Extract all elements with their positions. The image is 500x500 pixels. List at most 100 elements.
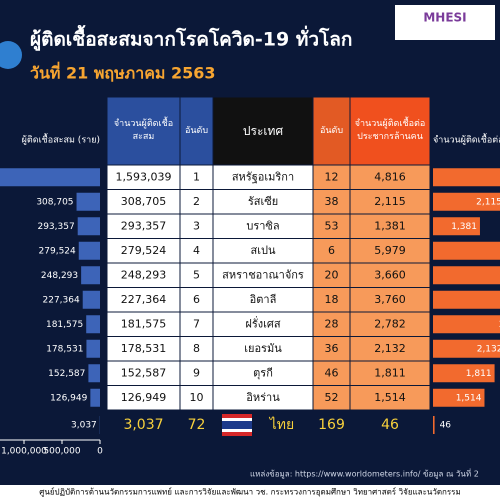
- cell: [312, 409, 351, 441]
- per-million-bar: [433, 192, 500, 211]
- per-million-cell: 46: [381, 417, 399, 433]
- cell: [312, 164, 351, 190]
- cell: [349, 311, 431, 337]
- per-million-rank-cell: 53: [325, 219, 339, 232]
- cell: [179, 336, 214, 362]
- per-million-bar-label: 1,514: [456, 393, 482, 403]
- cell: [312, 262, 351, 288]
- cases-cell: 126,949: [121, 391, 167, 404]
- header-text: อันดับ: [184, 125, 209, 136]
- cell: [212, 213, 314, 239]
- cell: [349, 164, 431, 190]
- cases-bar-label: 181,575: [46, 320, 83, 330]
- cases-bar: [86, 339, 100, 358]
- cases-bar: [76, 192, 100, 211]
- header-cell: [312, 96, 351, 166]
- per-million-rank-cell: 38: [325, 195, 339, 208]
- cell: [212, 311, 314, 337]
- cases-bar-label: 227,364: [43, 295, 80, 305]
- cases-cell: 279,524: [121, 244, 167, 257]
- per-million-rank-cell: 46: [325, 366, 339, 379]
- cases-bar-label: 248,293: [41, 271, 78, 281]
- cell: [312, 213, 351, 239]
- per-million-bar: [433, 388, 485, 407]
- per-million-rank-cell: 6: [328, 244, 335, 257]
- country-cell: ไทย: [269, 416, 294, 433]
- per-million-bar-label: 2,115: [476, 197, 500, 207]
- cell: [179, 189, 214, 215]
- rank-cell: 8: [193, 342, 200, 355]
- rank-cell: 7: [193, 317, 200, 330]
- cases-cell: 3,037: [123, 417, 163, 433]
- source: แหล่งข้อมูล: https://www.worldometers.in…: [250, 468, 479, 480]
- cell: [106, 360, 181, 386]
- cell: [179, 213, 214, 239]
- header-cell: [106, 96, 181, 166]
- country-cell: อิตาลี: [249, 293, 276, 306]
- per-million-cell: 2,115: [374, 195, 406, 208]
- flag-blue: [222, 421, 252, 429]
- per-million-bar: [433, 364, 495, 383]
- cell: [349, 213, 431, 239]
- cases-bar: [81, 266, 100, 285]
- cell: [106, 189, 181, 215]
- cases-bar-label: 152,587: [48, 369, 85, 379]
- header-wrap: จำนวนผู้ติดเชื้อต่อประชากรล้านคน: [355, 119, 426, 142]
- cases-cell: 308,705: [121, 195, 167, 208]
- cases-cell: 293,357: [121, 219, 167, 232]
- org: ศูนย์ปฏิบัติการด้านนวัตกรรมการแพทย์ และก…: [39, 487, 460, 498]
- rank-cell: 5: [193, 268, 200, 281]
- rank-cell: 3: [193, 219, 200, 232]
- cell: [312, 238, 351, 264]
- rank-cell: 2: [193, 195, 200, 208]
- x-tick-label: 500,000: [43, 447, 80, 457]
- per-million-cell: 2,782: [374, 317, 406, 330]
- country-cell: สเปน: [251, 244, 276, 257]
- header-text: อันดับ: [319, 125, 344, 136]
- x-tick-label: 0: [97, 447, 103, 457]
- cases-cell: 227,364: [121, 293, 167, 306]
- per-million-rank-cell: 52: [325, 391, 339, 404]
- cell: [349, 262, 431, 288]
- header-wrap: จำนวนผู้ติดเชื้อสะสม: [113, 119, 174, 142]
- rank-cell: 72: [188, 417, 206, 433]
- header-text: จำนวนผู้ติดเชื้อสะสม: [113, 119, 174, 142]
- cell: [106, 238, 181, 264]
- cell: [349, 189, 431, 215]
- rank-cell: 9: [193, 366, 200, 379]
- cell: [212, 238, 314, 264]
- cell: [312, 189, 351, 215]
- cell: [349, 409, 431, 441]
- cell: [312, 336, 351, 362]
- per-million-rank-cell: 28: [325, 317, 339, 330]
- per-million-cell: 4,816: [374, 170, 406, 183]
- logo-box: [395, 5, 495, 40]
- country-cell: ตุรกี: [253, 366, 273, 379]
- per-million-bar: [433, 315, 500, 334]
- cell: [179, 262, 214, 288]
- cell: [212, 287, 314, 313]
- cases-bar: [0, 168, 101, 187]
- cell: [179, 311, 214, 337]
- cases-bar: [78, 241, 100, 260]
- country-cell: อิหร่าน: [246, 391, 280, 404]
- per-million-rank-cell: 18: [325, 293, 339, 306]
- cases-chart-title: ผู้ติดเชื้อสะสม (ราย): [22, 133, 100, 146]
- header-cell: [179, 96, 214, 166]
- cell: [179, 409, 214, 441]
- cell: [312, 311, 351, 337]
- cases-cell: 248,293: [121, 268, 167, 281]
- cases-cell: 181,575: [121, 317, 167, 330]
- per-million-bar: [433, 217, 480, 236]
- rank-cell: 10: [190, 391, 204, 404]
- cases-bar: [90, 388, 100, 407]
- cases-bar-label: 279,524: [39, 246, 76, 256]
- per-million-bar: [433, 290, 500, 309]
- cases-bar: [82, 290, 100, 309]
- per-million-rank-cell: 36: [325, 342, 339, 355]
- cases-bar-label: 308,705: [36, 197, 73, 207]
- per-million-rank-cell: 12: [325, 170, 339, 183]
- header-wrap: ประเทศ: [243, 124, 283, 138]
